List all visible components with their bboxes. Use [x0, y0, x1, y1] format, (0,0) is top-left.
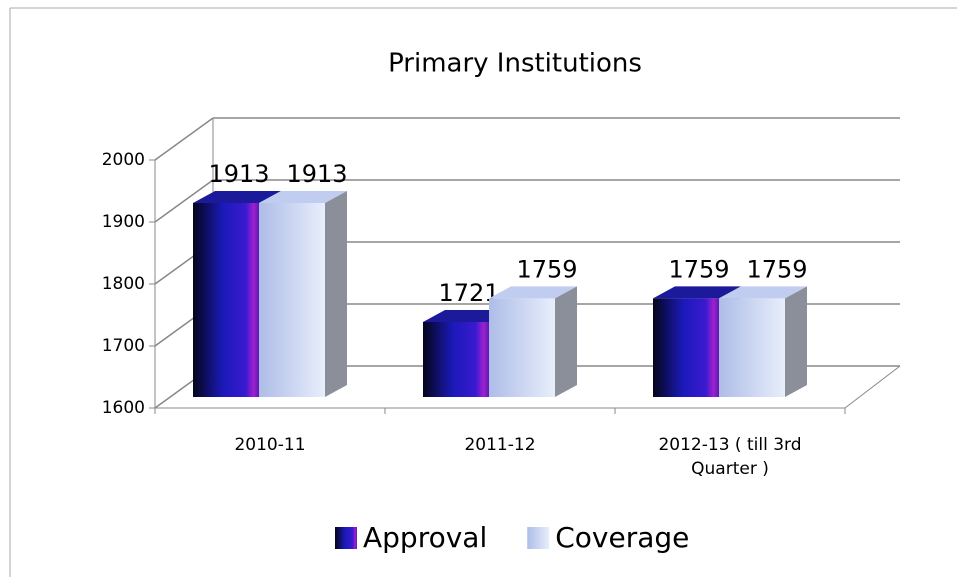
y-tick-label: 1700: [102, 336, 145, 356]
y-tick-label: 1900: [102, 212, 145, 232]
chart-title: Primary Institutions: [388, 49, 642, 79]
bar-front: [653, 298, 719, 397]
bar: [719, 286, 807, 397]
x-tick-label: 2011-12: [464, 435, 536, 455]
bar-side: [325, 190, 347, 397]
bar-top: [653, 286, 741, 299]
bar: [489, 286, 577, 397]
bar-front: [719, 298, 785, 397]
legend-swatch: [335, 527, 357, 549]
x-tick-label: 2012-13 ( till 3rd Quarter ): [658, 435, 802, 479]
bar-side: [555, 286, 577, 397]
bar-front: [423, 321, 489, 397]
data-label: 1759: [516, 255, 577, 283]
y-tick-label: 1800: [102, 274, 145, 294]
x-tick-label: 2010-11: [234, 435, 306, 455]
data-label: 1913: [286, 160, 347, 188]
bar-side: [785, 286, 807, 397]
floor: [844, 365, 901, 409]
y-tick-label: 2000: [102, 150, 145, 170]
legend-label: Approval: [363, 521, 487, 554]
legend-label: Coverage: [555, 521, 689, 554]
bar-front: [259, 202, 325, 397]
grid-line: [154, 117, 214, 161]
bar-top: [489, 286, 577, 299]
bar-front: [193, 202, 259, 397]
bar-front: [489, 298, 555, 397]
bar-top: [193, 190, 281, 203]
data-label: 1913: [208, 160, 269, 188]
bar-top: [259, 190, 347, 203]
data-label: 1759: [668, 255, 729, 283]
legend-swatch: [527, 527, 550, 549]
grid-line: [154, 179, 214, 223]
y-tick-label: 1600: [102, 398, 145, 418]
bar: [259, 190, 347, 397]
bar-top: [719, 286, 807, 299]
data-label: 1759: [746, 255, 807, 283]
